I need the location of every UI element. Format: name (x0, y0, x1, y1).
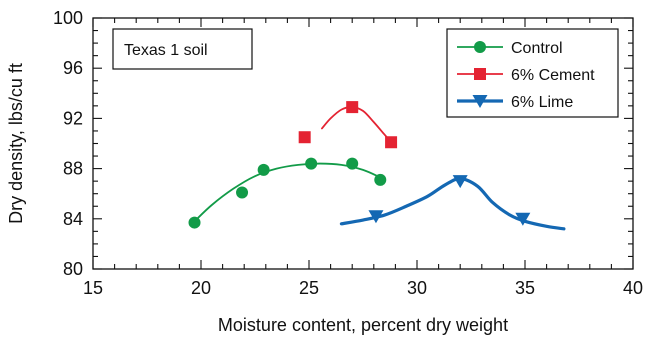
tick-labels: 15 20 25 30 35 40 80 84 88 92 96 100 (53, 8, 643, 298)
annotation-label: Texas 1 soil (124, 42, 208, 59)
x-axis-title: Moisture content, percent dry weight (218, 315, 508, 335)
x-tick-label: 20 (191, 278, 211, 298)
y-tick-label: 84 (63, 209, 83, 229)
y-tick-label: 96 (63, 58, 83, 78)
series-curve-6-lime (339, 177, 566, 231)
y-axis-title: Dry density, lbs/cu ft (6, 63, 26, 224)
legend-label-6-cement: 6% Cement (511, 67, 595, 84)
legend: Control 6% Cement 6% Lime (446, 28, 619, 118)
legend-label-6-lime: 6% Lime (511, 94, 573, 111)
x-tick-label: 25 (299, 278, 319, 298)
x-tick-label: 35 (515, 278, 535, 298)
x-tick-label: 30 (407, 278, 427, 298)
annotation-box: Texas 1 soil (112, 28, 253, 70)
data-markers (188, 101, 531, 229)
data-point-control (305, 157, 318, 170)
data-point-control (257, 163, 270, 176)
data-point-control (374, 173, 387, 186)
data-point-6-lime (368, 210, 384, 224)
legend-label-control: Control (511, 40, 563, 57)
plot-frame (92, 17, 634, 270)
legend-marker-6-cement (474, 68, 486, 80)
data-point-6-lime (452, 175, 468, 189)
axis-ticks (92, 17, 634, 270)
data-point-6-cement (298, 131, 311, 144)
y-tick-label: 92 (63, 108, 83, 128)
y-tick-label: 100 (53, 8, 83, 28)
series-curve-control (193, 162, 382, 223)
data-point-control (236, 186, 249, 199)
data-point-6-cement (385, 136, 398, 149)
legend-marker-6-lime (472, 95, 488, 108)
y-tick-label: 80 (63, 259, 83, 279)
data-point-6-lime (515, 212, 531, 226)
data-point-control (188, 216, 201, 229)
y-tick-label: 88 (63, 159, 83, 179)
annotation-frame (112, 28, 253, 70)
data-point-control (346, 157, 359, 170)
x-tick-label: 40 (623, 278, 643, 298)
x-tick-label: 15 (83, 278, 103, 298)
legend-marker-control (474, 41, 486, 53)
data-point-6-cement (346, 101, 359, 114)
